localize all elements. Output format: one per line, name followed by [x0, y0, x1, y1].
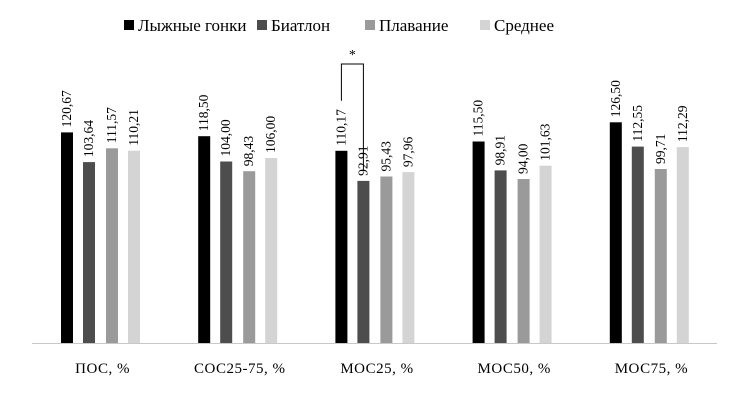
- data-label: 110,21: [126, 109, 141, 146]
- bar-мос50-4: [539, 165, 552, 343]
- value-labels-group: 120,67 103,64 111,57 110,21 118,50 104,00 98,4…: [59, 80, 690, 176]
- data-label: 95,43: [378, 141, 393, 172]
- bar-пос-2: [83, 162, 95, 343]
- bar-сос25-75-2: [220, 161, 233, 343]
- category-label: МОС50, %: [478, 361, 551, 377]
- data-label: 112,29: [675, 105, 690, 142]
- category-labels-group: ПОС, % СОС25-75, % МОС25, % МОС50, % МОС75, …: [75, 361, 688, 377]
- legend: Лыжные гонки Биатлон Плавание Среднее: [124, 16, 554, 35]
- bar-пос-1: [61, 132, 73, 343]
- bar-сос25-75-3: [243, 171, 256, 343]
- bar-мос25-4: [402, 172, 415, 343]
- data-label: 98,43: [241, 136, 256, 167]
- bar-мос25-2: [357, 180, 370, 343]
- data-label: 103,64: [81, 120, 96, 157]
- data-label: 112,55: [630, 105, 645, 142]
- category-label: СОС25-75, %: [194, 361, 286, 377]
- annotations-group: *: [340, 48, 364, 171]
- legend-item: Биатлон: [257, 16, 330, 35]
- category-label: МОС75, %: [615, 361, 688, 377]
- legend-swatch: [365, 20, 375, 30]
- legend-item: Лыжные гонки: [124, 16, 247, 35]
- data-label: 111,57: [104, 107, 119, 143]
- category-label: ПОС, %: [75, 361, 130, 377]
- bar-мос75-4: [676, 147, 689, 343]
- data-label: 99,71: [653, 134, 668, 164]
- data-label: 104,00: [218, 119, 233, 156]
- bar-пос-3: [106, 148, 118, 343]
- bars-group: [61, 122, 689, 343]
- data-label: 126,50: [608, 80, 623, 117]
- bar-мос25-1: [335, 150, 348, 343]
- bar-мос75-1: [609, 122, 622, 343]
- data-label: 98,91: [493, 135, 508, 165]
- legend-label: Лыжные гонки: [138, 16, 247, 35]
- data-label: 110,17: [333, 109, 348, 146]
- legend-swatch: [124, 20, 134, 30]
- category-label: МОС25, %: [340, 361, 413, 377]
- legend-label: Среднее: [494, 16, 554, 35]
- data-label: 94,00: [516, 143, 531, 174]
- legend-item: Плавание: [365, 16, 448, 35]
- bar-мос25-3: [380, 176, 393, 343]
- data-label: 101,63: [538, 123, 553, 160]
- data-label: 115,50: [471, 100, 486, 137]
- bar-сос25-75-1: [198, 136, 211, 343]
- significance-asterisk: *: [349, 48, 356, 63]
- bar-мос75-3: [654, 169, 667, 343]
- bar-мос50-3: [517, 179, 530, 343]
- bar-сос25-75-4: [265, 158, 278, 343]
- legend-swatch: [257, 20, 267, 30]
- bar-пос-4: [128, 150, 140, 343]
- significance-bracket: [340, 63, 364, 171]
- legend-swatch: [480, 20, 490, 30]
- bar-мос50-2: [494, 170, 507, 343]
- data-label: 120,67: [59, 90, 74, 127]
- legend-item: Среднее: [480, 16, 554, 35]
- bar-мос50-1: [472, 141, 485, 343]
- bar-мос75-2: [631, 146, 644, 343]
- data-label: 118,50: [196, 94, 211, 131]
- data-label: 97,96: [400, 136, 415, 167]
- data-label: 106,00: [263, 116, 278, 153]
- legend-label: Плавание: [379, 16, 448, 35]
- legend-label: Биатлон: [271, 16, 330, 35]
